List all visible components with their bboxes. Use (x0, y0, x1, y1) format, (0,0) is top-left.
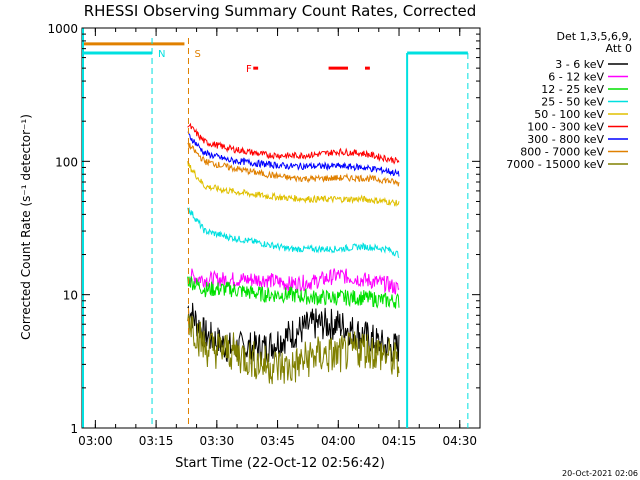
y-tick-label: 100 (55, 155, 78, 169)
axes-ticks: 03:00 03:15 03:30 03:45 04:00 04:15 04:30 1 10 10… (47, 22, 481, 448)
legend-entry-label: 300 - 800 keV (527, 133, 604, 146)
legend-entry-label: 50 - 100 keV (534, 108, 604, 121)
x-tick-label: 03:00 (78, 434, 113, 448)
legend-entry-label: 3 - 6 keV (555, 58, 604, 71)
series-line-6 (187, 131, 400, 177)
legend-entry-label: 25 - 50 keV (541, 96, 604, 109)
plot-frame (81, 27, 481, 429)
legend-entry-label: 7000 - 15000 keV (506, 158, 604, 171)
x-tick-label: 03:45 (260, 434, 295, 448)
legend-entry-label: 100 - 300 keV (527, 121, 604, 134)
legend-header-1: Det 1,3,5,6,9, (556, 30, 632, 43)
x-axis-label: Start Time (22-Oct-12 02:56:42) (175, 456, 385, 471)
x-tick-label: 04:30 (442, 434, 477, 448)
y-axis-label: Corrected Count Rate (s⁻¹ detector⁻¹) (19, 114, 33, 340)
x-tick-label: 04:00 (321, 434, 356, 448)
series-line-8 (187, 314, 400, 385)
y-tick-label: 1 (70, 422, 78, 436)
legend-entry-label: 12 - 25 keV (541, 83, 604, 96)
series-layer (187, 122, 400, 385)
y-tick-label: 1000 (47, 22, 78, 36)
chart-title: RHESSI Observing Summary Count Rates, Co… (84, 2, 477, 20)
x-tick-label: 03:15 (139, 434, 174, 448)
series-line-5 (187, 122, 400, 165)
marker-label-s: S (194, 49, 200, 60)
series-line-7 (187, 141, 400, 187)
series-line-1 (187, 268, 400, 295)
legend-entry-label: 800 - 7000 keV (520, 146, 604, 159)
event-markers: N S F (82, 28, 469, 428)
y-tick-label: 10 (63, 289, 78, 303)
plot-area (81, 27, 481, 429)
marker-label-n: N (158, 49, 165, 60)
legend-header-2: Att 0 (606, 42, 632, 55)
legend-entry-label: 6 - 12 keV (548, 71, 604, 84)
x-tick-label: 04:15 (382, 434, 417, 448)
series-line-3 (187, 206, 400, 259)
footer-date: 20-Oct-2021 02:06 (562, 469, 638, 478)
series-line-0 (187, 302, 400, 365)
series-line-4 (187, 161, 400, 207)
x-tick-label: 03:30 (200, 434, 235, 448)
flare-label: F (246, 64, 252, 75)
series-line-2 (187, 276, 400, 309)
